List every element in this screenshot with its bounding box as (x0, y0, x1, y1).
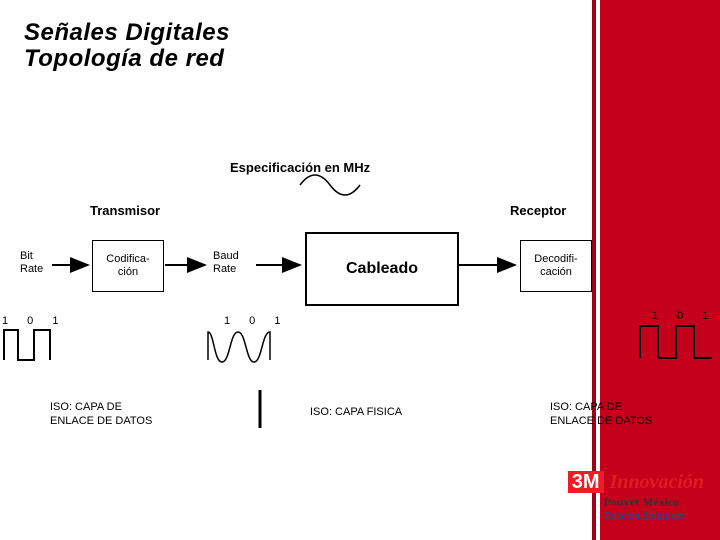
box-codif-text: Codifica-ción (106, 253, 149, 279)
bits-right: 1 0 1 (652, 310, 716, 322)
baud-l1: Baud (213, 250, 239, 262)
baud-rate-label: Baud Rate (213, 250, 239, 276)
side-band (592, 0, 720, 540)
baud-wave (208, 332, 270, 362)
section-transmisor: Transmisor (90, 203, 160, 218)
square-wave-left (4, 330, 50, 360)
bits-mid: 1 0 1 (224, 315, 288, 327)
brand-logo: 3M Innovación Pouyet México Telecom Solu… (568, 471, 704, 522)
logo-innovacion: Innovación (610, 472, 704, 492)
logo-sub2: Telecom Solutions (604, 510, 704, 522)
box-cableado-text: Cableado (346, 260, 418, 278)
title-line2: Topología de red (24, 46, 230, 72)
iso-mid: ISO: CAPA FISICA (310, 405, 402, 419)
spec-sine-wave (300, 175, 360, 195)
bits-left: 1 0 1 (2, 315, 66, 327)
baud-l2: Rate (213, 263, 236, 275)
box-decodificacion: Decodifi-cación (520, 240, 592, 292)
box-codificacion: Codifica-ción (92, 240, 164, 292)
logo-3m-box: 3M (568, 471, 604, 493)
box-cableado: Cableado (305, 232, 459, 306)
slide-root: Señales Digitales Topología de red Espec… (0, 0, 720, 540)
bit-rate-label: Bit Rate (20, 250, 43, 276)
title-line1: Señales Digitales (24, 20, 230, 46)
bit-rate-l1: Bit (20, 250, 33, 262)
iso-left: ISO: CAPA DEENLACE DE DATOS (50, 400, 152, 429)
bit-rate-l2: Rate (20, 263, 43, 275)
slide-title: Señales Digitales Topología de red (24, 20, 230, 73)
spec-label: Especificación en MHz (230, 160, 370, 175)
section-receptor: Receptor (510, 203, 566, 218)
logo-sub1: Pouyet México (604, 495, 704, 510)
iso-right: ISO: CAPA DEENLACE DE DATOS (550, 400, 652, 429)
box-decodif-text: Decodifi-cación (534, 253, 577, 279)
